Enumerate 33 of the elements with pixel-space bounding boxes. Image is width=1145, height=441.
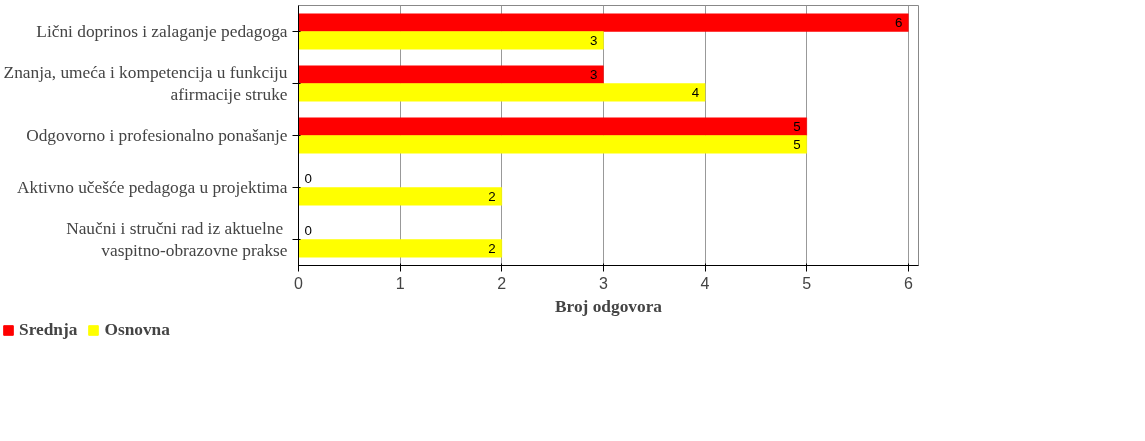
y-tick-label: Aktivno učešće pedagoga u projektima (17, 178, 288, 197)
data-label: 0 (304, 171, 312, 187)
x-tick-label: 5 (802, 274, 812, 292)
data-label: 2 (488, 188, 496, 204)
legend-label: Srednja (19, 320, 78, 340)
x-tick-label: 6 (903, 274, 913, 292)
bar (298, 117, 807, 136)
data-label: 6 (894, 15, 903, 31)
x-tick-label: 4 (700, 274, 710, 292)
data-label: 2 (488, 240, 496, 256)
data-label: 0 (304, 223, 312, 239)
bar (298, 65, 604, 84)
x-tick-label: 0 (294, 274, 304, 292)
bar (298, 83, 706, 102)
y-tick-label: Lični doprinos i zalaganje pedagoga (36, 22, 288, 41)
bar (298, 13, 909, 32)
data-label: 5 (793, 136, 801, 152)
legend-label: Osnovna (104, 320, 170, 340)
data-label: 3 (590, 32, 598, 48)
x-tick-label: 3 (598, 274, 608, 292)
y-tick-label: Naučni i stručni rad iz aktuelne vaspitno-obrazovne prakse (66, 218, 288, 261)
bar (298, 187, 503, 206)
y-tick-label: Znanja, umeća i kompetencija u funkciju afirmacije struke (3, 62, 288, 105)
data-label: 4 (691, 84, 700, 100)
data-label: 5 (793, 119, 801, 135)
bar (298, 239, 503, 258)
bar (298, 135, 807, 154)
y-tick-label: Odgovorno i profesionalno ponašanje (26, 126, 288, 145)
data-label: 3 (590, 67, 598, 83)
x-tick-label: 2 (497, 274, 507, 292)
bar (298, 31, 604, 50)
x-tick-label: 1 (395, 274, 405, 292)
x-axis-title: Broj odgovora (554, 296, 663, 316)
